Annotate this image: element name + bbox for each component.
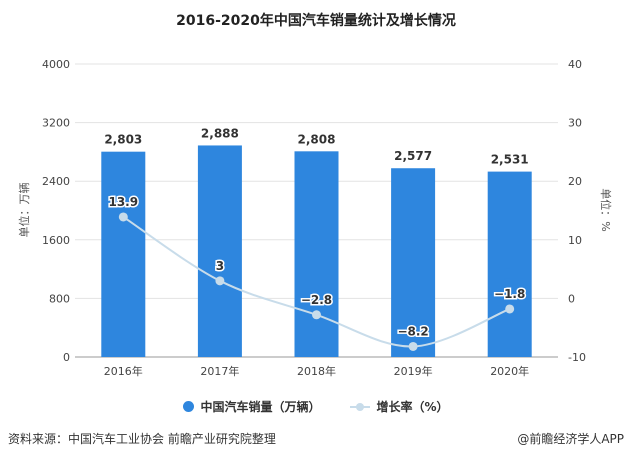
bar bbox=[294, 151, 339, 357]
growth-point bbox=[118, 212, 128, 222]
bar-value-label: 2,888 bbox=[201, 126, 239, 140]
legend: 中国汽车销量（万辆） 增长率（%） bbox=[0, 398, 632, 415]
growth-value-label: −1.8 bbox=[494, 287, 525, 301]
x-tick-label: 2017年 bbox=[200, 364, 239, 378]
chart-title: 2016-2020年中国汽车销量统计及增长情况 bbox=[176, 13, 456, 29]
x-tick-label: 2020年 bbox=[490, 364, 529, 378]
bar bbox=[487, 171, 532, 357]
legend-dot-icon bbox=[183, 401, 195, 412]
bar bbox=[101, 151, 146, 357]
x-tick-label: 2018年 bbox=[297, 364, 336, 378]
y-tick-label: 0 bbox=[63, 351, 70, 364]
bar bbox=[391, 168, 436, 357]
credit: @前瞻经济学人APP bbox=[517, 432, 624, 446]
y2-tick-label: 40 bbox=[568, 58, 582, 71]
growth-value-label: −2.8 bbox=[301, 293, 332, 307]
legend-item-sales[interactable]: 中国汽车销量（万辆） bbox=[183, 398, 320, 415]
bar-value-label: 2,577 bbox=[394, 149, 432, 163]
x-tick-label: 2019年 bbox=[394, 364, 433, 378]
source-note: 资料来源：中国汽车工业协会 前瞻产业研究院整理 bbox=[8, 432, 276, 446]
growth-value-label: 13.9 bbox=[108, 195, 138, 209]
y-tick-label: 3200 bbox=[42, 117, 70, 130]
y2-tick-label: 30 bbox=[568, 117, 582, 130]
bar-value-label: 2,808 bbox=[298, 132, 336, 146]
y2-tick-label: 0 bbox=[568, 292, 575, 305]
y-tick-label: 800 bbox=[49, 292, 70, 305]
growth-value-label: −8.2 bbox=[397, 324, 428, 338]
y2-axis-label: 单位：% bbox=[599, 188, 613, 231]
y-tick-label: 2400 bbox=[42, 175, 70, 188]
y2-tick-label: 10 bbox=[568, 234, 582, 247]
y-axis-label: 单位：万辆 bbox=[17, 183, 31, 238]
x-tick-label: 2016年 bbox=[104, 364, 143, 378]
growth-point bbox=[505, 304, 515, 314]
y2-tick-label: -10 bbox=[568, 351, 586, 364]
bar-value-label: 2,531 bbox=[491, 153, 529, 167]
y-tick-label: 4000 bbox=[42, 58, 70, 71]
bar-value-label: 2,803 bbox=[104, 133, 142, 147]
bar bbox=[197, 145, 242, 357]
growth-point bbox=[215, 276, 225, 286]
growth-point bbox=[312, 310, 321, 320]
growth-point bbox=[408, 341, 418, 351]
y-tick-label: 1600 bbox=[42, 234, 70, 247]
y2-tick-label: 20 bbox=[568, 175, 582, 188]
legend-item-growth[interactable]: 增长率（%） bbox=[350, 398, 449, 415]
growth-value-label: 3 bbox=[216, 259, 224, 273]
legend-line-icon bbox=[350, 402, 371, 411]
